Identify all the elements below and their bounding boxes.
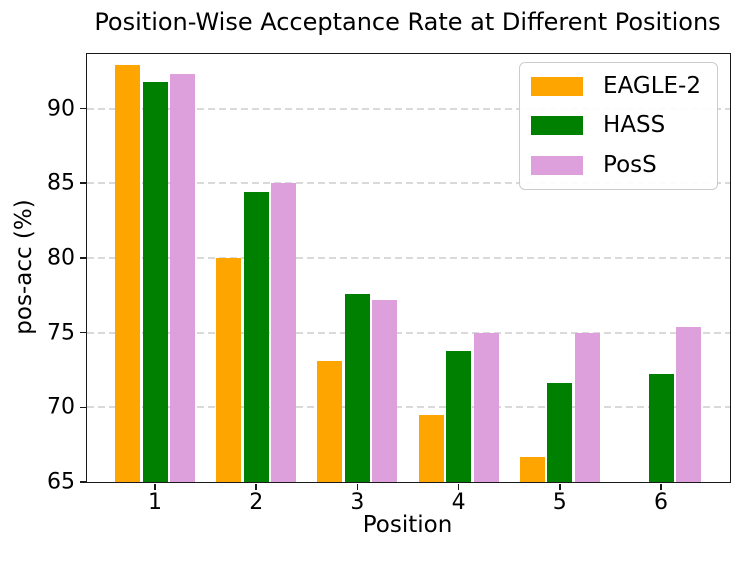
y-tick-label-90: 90 xyxy=(47,96,75,122)
x-tick-mark-5 xyxy=(559,483,561,490)
bar-HASS-pos-5 xyxy=(547,383,573,482)
bar-HASS-pos-2 xyxy=(243,192,269,482)
bar-EAGLE-2-pos-3 xyxy=(317,361,343,482)
bar-PosS-pos-3 xyxy=(372,299,398,482)
y-tick-mark-80 xyxy=(79,257,86,259)
legend-label-HASS: HASS xyxy=(603,112,666,139)
bar-EAGLE-2-pos-5 xyxy=(519,456,545,482)
bar-PosS-pos-5 xyxy=(574,332,600,482)
x-tick-mark-6 xyxy=(660,483,662,490)
x-tick-mark-3 xyxy=(356,483,359,490)
bar-PosS-pos-6 xyxy=(676,326,701,482)
y-tick-label-70: 70 xyxy=(47,394,75,420)
bar-HASS-pos-4 xyxy=(446,350,472,482)
legend-label-PosS: PosS xyxy=(603,151,657,178)
legend-swatch-HASS xyxy=(531,116,584,136)
x-tick-label-6: 6 xyxy=(654,490,668,515)
legend-swatch-PosS xyxy=(531,155,584,175)
x-tick-label-5: 5 xyxy=(552,490,567,515)
legend-item-HASS: HASS xyxy=(531,112,701,139)
bar-HASS-pos-3 xyxy=(344,293,370,482)
bar-EAGLE-2-pos-1 xyxy=(115,65,140,482)
y-tick-mark-90 xyxy=(79,107,86,110)
x-tick-label-4: 4 xyxy=(451,490,466,515)
plot-area: 65 70 75 80 85 90 1 2 3 4 5 6 EAGLE-2 HASS PosS xyxy=(47,53,731,515)
legend-item-EAGLE-2: EAGLE-2 xyxy=(531,73,701,99)
x-tick-mark-1 xyxy=(154,483,156,490)
y-tick-label-65: 65 xyxy=(47,469,75,495)
legend: EAGLE-2 HASS PosS xyxy=(519,62,718,190)
bar-EAGLE-2-pos-2 xyxy=(216,257,242,482)
x-tick-label-3: 3 xyxy=(350,490,365,515)
y-tick-label-75: 75 xyxy=(47,320,75,346)
bar-PosS-pos-1 xyxy=(170,74,195,482)
y-axis-label: pos-acc (%) xyxy=(11,199,37,335)
x-tick-mark-4 xyxy=(457,483,460,490)
x-axis-label: Position xyxy=(362,512,453,538)
x-tick-label-1: 1 xyxy=(148,490,162,515)
bar-PosS-pos-2 xyxy=(271,183,297,482)
legend-item-PosS: PosS xyxy=(531,151,701,178)
y-tick-label-85: 85 xyxy=(47,170,75,196)
x-tick-label-2: 2 xyxy=(249,490,264,515)
bar-HASS-pos-6 xyxy=(648,374,674,482)
y-tick-mark-70 xyxy=(79,406,86,409)
bar-EAGLE-2-pos-4 xyxy=(418,414,444,482)
x-tick-mark-2 xyxy=(255,483,257,490)
chart-title: Position-Wise Acceptance Rate at Differe… xyxy=(94,8,721,36)
y-tick-mark-85 xyxy=(79,182,86,184)
bar-PosS-pos-4 xyxy=(473,332,499,482)
legend-swatch-EAGLE-2 xyxy=(531,77,584,97)
y-tick-label-80: 80 xyxy=(47,245,75,271)
legend-label-EAGLE-2: EAGLE-2 xyxy=(603,73,701,99)
bar-HASS-pos-1 xyxy=(142,81,168,482)
y-tick-mark-75 xyxy=(79,331,86,334)
y-tick-mark-65 xyxy=(79,481,86,483)
